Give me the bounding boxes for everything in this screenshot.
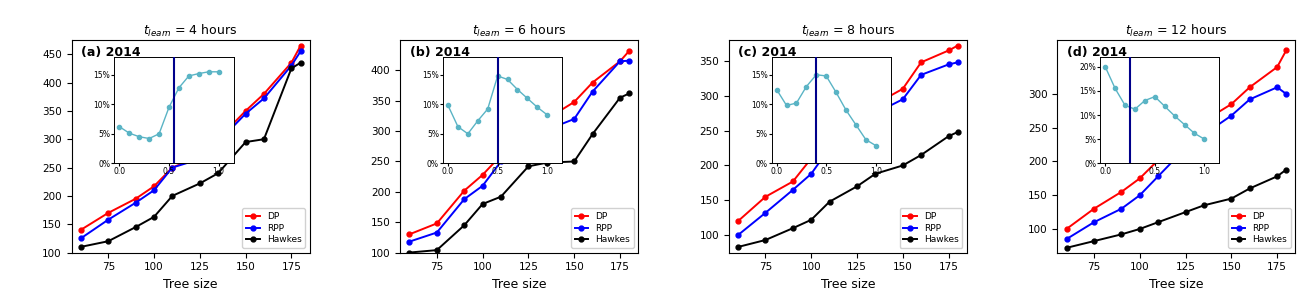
Title: $t_{learn}$ = 8 hours: $t_{learn}$ = 8 hours bbox=[801, 22, 894, 38]
Legend: DP, RPP, Hawkes: DP, RPP, Hawkes bbox=[1228, 209, 1292, 248]
Text: (c) 2014: (c) 2014 bbox=[738, 47, 797, 59]
Legend: DP, RPP, Hawkes: DP, RPP, Hawkes bbox=[572, 209, 634, 248]
X-axis label: Tree size: Tree size bbox=[164, 278, 217, 291]
Legend: DP, RPP, Hawkes: DP, RPP, Hawkes bbox=[900, 209, 962, 248]
X-axis label: Tree size: Tree size bbox=[1150, 278, 1203, 291]
X-axis label: Tree size: Tree size bbox=[820, 278, 875, 291]
Text: (d) 2014: (d) 2014 bbox=[1066, 47, 1128, 59]
Text: (b) 2014: (b) 2014 bbox=[410, 47, 470, 59]
Legend: DP, RPP, Hawkes: DP, RPP, Hawkes bbox=[242, 209, 305, 248]
Title: $t_{learn}$ = 12 hours: $t_{learn}$ = 12 hours bbox=[1125, 22, 1228, 38]
Title: $t_{learn}$ = 6 hours: $t_{learn}$ = 6 hours bbox=[473, 22, 566, 38]
X-axis label: Tree size: Tree size bbox=[492, 278, 547, 291]
Text: (a) 2014: (a) 2014 bbox=[81, 47, 141, 59]
Title: $t_{learn}$ = 4 hours: $t_{learn}$ = 4 hours bbox=[143, 22, 238, 38]
